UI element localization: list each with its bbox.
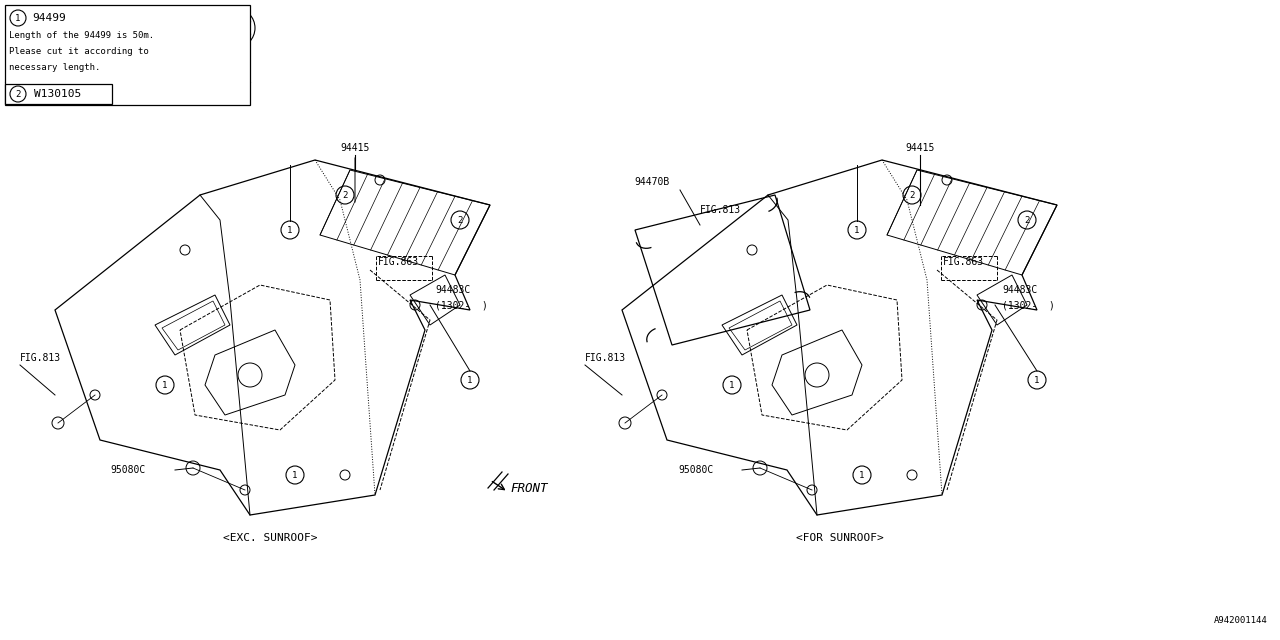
Text: 1: 1 [287,225,293,234]
FancyBboxPatch shape [5,5,250,105]
Text: <FOR SUNROOF>: <FOR SUNROOF> [796,533,884,543]
Text: (1302-  ): (1302- ) [435,300,488,310]
Text: Length of the 94499 is 50m.: Length of the 94499 is 50m. [9,31,154,40]
Text: 1: 1 [467,376,472,385]
Text: (1302-  ): (1302- ) [1002,300,1055,310]
Text: 2: 2 [15,90,20,99]
FancyBboxPatch shape [5,84,113,104]
Text: FIG.863: FIG.863 [943,257,984,267]
Text: FIG.813: FIG.813 [585,353,626,363]
Text: Please cut it according to: Please cut it according to [9,47,148,56]
Text: 2: 2 [457,216,462,225]
Text: 94499: 94499 [32,13,65,23]
Text: 1: 1 [163,381,168,390]
Text: 95080C: 95080C [110,465,145,475]
Text: FIG.863: FIG.863 [378,257,419,267]
Text: 1: 1 [15,13,20,22]
Text: A942001144: A942001144 [1215,616,1268,625]
Text: 94470B: 94470B [634,177,669,187]
Text: 1: 1 [730,381,735,390]
Text: 2: 2 [342,191,348,200]
Text: 94483C: 94483C [1002,285,1037,295]
Text: 1: 1 [292,470,298,479]
Text: 1: 1 [859,470,865,479]
Text: W130105: W130105 [35,89,81,99]
Text: FIG.813: FIG.813 [700,205,741,215]
Text: 94415: 94415 [905,143,934,153]
Text: 2: 2 [1024,216,1029,225]
Text: FRONT: FRONT [509,481,548,495]
Text: 94483C: 94483C [435,285,470,295]
Text: 95080C: 95080C [678,465,713,475]
Text: 94415: 94415 [340,143,370,153]
Text: <EXC. SUNROOF>: <EXC. SUNROOF> [223,533,317,543]
Text: FIG.813: FIG.813 [20,353,61,363]
Text: 2: 2 [909,191,915,200]
Text: 1: 1 [854,225,860,234]
Text: necessary length.: necessary length. [9,63,100,72]
Text: 1: 1 [1034,376,1039,385]
